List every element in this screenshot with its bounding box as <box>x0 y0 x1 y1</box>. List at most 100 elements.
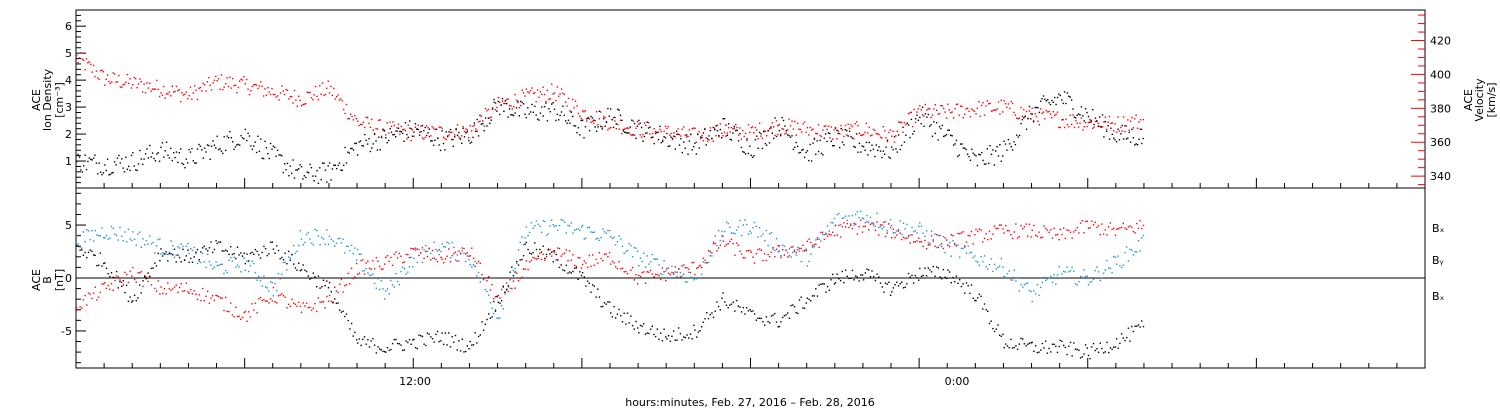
data-point <box>313 180 315 182</box>
data-point <box>328 162 331 164</box>
data-point <box>808 238 810 240</box>
data-point <box>1141 128 1143 130</box>
data-point <box>147 280 149 283</box>
data-point <box>818 284 820 286</box>
data-point <box>503 102 505 105</box>
data-point <box>81 58 83 60</box>
data-point <box>1108 267 1110 269</box>
data-point <box>1056 351 1059 354</box>
data-point <box>532 256 534 259</box>
data-point <box>527 235 529 237</box>
data-point <box>121 86 123 89</box>
data-point <box>839 236 842 238</box>
data-point <box>954 244 956 246</box>
data-point <box>264 248 267 250</box>
data-point <box>487 108 490 111</box>
data-point <box>180 283 182 285</box>
data-point <box>1142 118 1144 121</box>
data-point <box>213 79 216 81</box>
data-point <box>438 253 440 256</box>
data-point <box>1058 345 1060 348</box>
data-point <box>221 263 223 265</box>
field-tick-label: -5 <box>61 325 72 338</box>
data-point <box>961 105 963 108</box>
data-point <box>860 219 862 221</box>
data-point <box>144 153 147 155</box>
data-point <box>742 257 744 259</box>
data-point <box>901 281 903 283</box>
data-point <box>1043 347 1045 349</box>
data-point <box>509 279 511 281</box>
data-point <box>723 131 726 133</box>
data-point <box>1051 343 1054 345</box>
data-point <box>215 75 217 78</box>
data-point <box>821 283 824 285</box>
data-point <box>218 264 220 266</box>
data-point <box>770 232 773 234</box>
data-point <box>1058 239 1060 241</box>
data-point <box>240 78 242 80</box>
data-point <box>414 126 417 128</box>
data-point <box>518 115 520 117</box>
data-point <box>1073 116 1076 118</box>
data-point <box>674 148 676 150</box>
data-point <box>195 162 197 164</box>
data-point <box>430 140 432 142</box>
data-point <box>1043 276 1045 278</box>
data-point <box>79 249 81 251</box>
data-point <box>893 141 896 143</box>
data-point <box>196 98 199 101</box>
data-point <box>924 267 926 269</box>
data-point <box>517 101 519 104</box>
data-point <box>730 303 733 305</box>
data-point <box>139 149 141 152</box>
data-point <box>743 135 745 138</box>
data-point <box>692 127 695 129</box>
data-point <box>694 278 696 280</box>
data-point <box>82 231 85 233</box>
data-point <box>497 301 499 304</box>
data-point <box>1107 125 1109 127</box>
data-point <box>858 216 860 219</box>
data-point <box>150 243 153 245</box>
data-point <box>681 151 683 154</box>
data-point <box>524 113 526 115</box>
data-point <box>895 148 897 150</box>
data-point <box>544 259 546 262</box>
data-point <box>215 240 217 242</box>
data-point <box>942 268 945 271</box>
data-point <box>641 260 643 263</box>
data-point <box>238 266 240 268</box>
data-point <box>866 215 868 217</box>
data-point <box>1076 122 1078 124</box>
data-point <box>76 54 78 57</box>
data-point <box>404 130 407 132</box>
data-point <box>636 125 639 127</box>
data-point <box>617 108 619 110</box>
data-point <box>978 293 981 295</box>
data-point <box>81 247 83 249</box>
data-point <box>909 276 911 278</box>
data-point <box>882 126 884 128</box>
data-point <box>832 145 834 147</box>
data-point <box>1053 343 1055 345</box>
data-point <box>1106 259 1108 262</box>
data-point <box>793 250 796 253</box>
data-point <box>165 141 168 143</box>
data-point <box>314 85 317 88</box>
data-point <box>259 257 262 259</box>
data-point <box>328 235 331 237</box>
data-point <box>878 146 880 148</box>
data-point <box>585 262 587 264</box>
data-point <box>793 306 796 308</box>
data-point <box>1034 345 1037 347</box>
data-point <box>828 233 830 235</box>
data-point <box>591 117 594 119</box>
data-point <box>803 249 806 252</box>
data-point <box>159 293 161 295</box>
density-label-line-1: ACE <box>30 89 43 111</box>
data-point <box>660 130 662 133</box>
data-point <box>573 107 575 109</box>
data-point <box>326 87 328 89</box>
data-point <box>588 254 590 257</box>
